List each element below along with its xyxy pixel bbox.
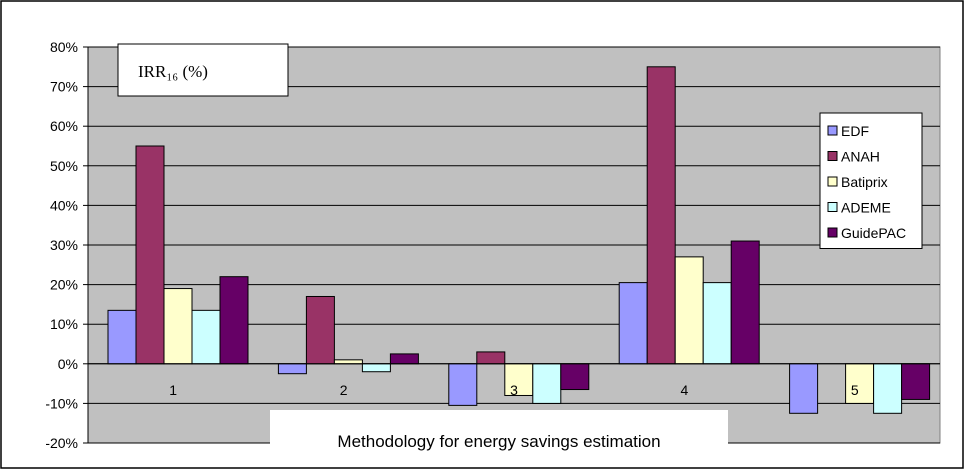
bar-ademe-4 bbox=[702, 282, 732, 365]
bars bbox=[88, 66, 940, 414]
bar-anah-4 bbox=[646, 66, 676, 365]
y-tick-label: 10% bbox=[50, 316, 78, 332]
legend-swatch bbox=[827, 227, 838, 238]
y-tick-label: 60% bbox=[50, 118, 78, 134]
legend-swatch bbox=[827, 125, 838, 136]
bar-ademe-5 bbox=[873, 363, 903, 414]
bar-batiprix-1 bbox=[163, 288, 193, 365]
y-tick-label: 40% bbox=[50, 197, 78, 213]
legend-label: ANAH bbox=[841, 149, 880, 165]
bar-guidepac-5 bbox=[901, 363, 931, 400]
legend-swatch bbox=[827, 176, 838, 187]
bar-ademe-2 bbox=[361, 363, 391, 373]
bar-guidepac-1 bbox=[219, 276, 249, 365]
bar-edf-1 bbox=[107, 309, 137, 365]
legend-label: GuidePAC bbox=[841, 225, 906, 241]
y-tick-label: -20% bbox=[45, 435, 78, 451]
bar-guidepac-2 bbox=[389, 353, 419, 365]
y-tick-label: 20% bbox=[50, 277, 78, 293]
category-labels: 1 2 3 4 5 bbox=[169, 382, 859, 398]
bar-edf-5 bbox=[789, 363, 819, 414]
bar-edf-3 bbox=[448, 363, 478, 406]
bar-ademe-1 bbox=[191, 309, 221, 365]
bar-batiprix-2 bbox=[333, 359, 363, 365]
bar-batiprix-5 bbox=[845, 363, 875, 404]
legend-label: ADEME bbox=[841, 200, 891, 216]
bar-guidepac-3 bbox=[560, 363, 590, 391]
legend: EDF ANAH Batiprix ADEME GuidePAC bbox=[819, 112, 923, 249]
y-tick-label: 50% bbox=[50, 158, 78, 174]
legend-swatch bbox=[827, 202, 838, 212]
bar-batiprix-3 bbox=[504, 363, 534, 396]
bar-batiprix-4 bbox=[674, 256, 704, 365]
bar-anah-1 bbox=[135, 145, 165, 365]
y-tick-label: 80% bbox=[50, 39, 78, 55]
y-tick-label: 70% bbox=[50, 79, 78, 95]
x-axis-label: Methodology for energy savings estimatio… bbox=[337, 432, 660, 451]
bar-edf-4 bbox=[618, 282, 648, 365]
bar-edf-2 bbox=[277, 363, 307, 375]
x-tick-label: 1 bbox=[169, 382, 177, 398]
bar-anah-3 bbox=[476, 351, 506, 365]
x-tick-label: 3 bbox=[510, 382, 518, 398]
x-tick-label: 2 bbox=[340, 382, 348, 398]
legend-label: EDF bbox=[841, 123, 869, 139]
bar-anah-2 bbox=[305, 295, 335, 365]
y-tick-label: 30% bbox=[50, 237, 78, 253]
x-tick-label: 4 bbox=[681, 382, 689, 398]
xlabel-box: Methodology for energy savings estimatio… bbox=[270, 410, 728, 460]
legend-label: Batiprix bbox=[841, 174, 888, 190]
y-tick-label: 0% bbox=[58, 356, 78, 372]
chart-title: IRR₁₆ (%) bbox=[138, 62, 208, 81]
y-tick-label: -10% bbox=[45, 395, 78, 411]
bar-guidepac-4 bbox=[730, 240, 760, 365]
x-tick-label: 5 bbox=[851, 382, 859, 398]
legend-swatch bbox=[827, 151, 838, 161]
bar-ademe-3 bbox=[532, 363, 562, 404]
title-box: IRR₁₆ (%) bbox=[117, 43, 289, 97]
